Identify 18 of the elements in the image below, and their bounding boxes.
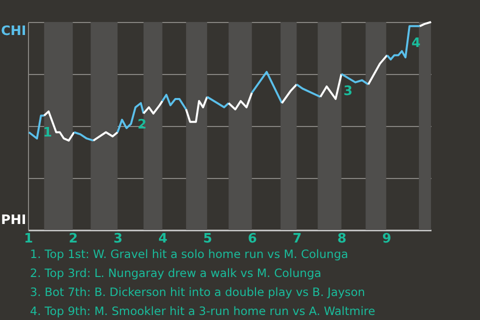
annotation: 1: [42, 126, 52, 141]
x-tick-label: 5: [203, 232, 212, 246]
annotation: 3: [343, 84, 352, 99]
text: CHI: [1, 24, 26, 39]
x-tick-label: 6: [248, 232, 257, 246]
text: 1. Top 1st: W. Gravel hit a solo home run vs M. Colunga: [30, 247, 348, 261]
text: 3. Bot 7th: B. Dickerson hit into a double play vs B. Jayson: [30, 285, 366, 299]
text: 4. Top 9th: M. Smookler hit a 3-run home run vs A. Waltmire: [30, 304, 376, 318]
x-tick-label: 2: [68, 232, 78, 246]
x-tick-label: 7: [292, 232, 302, 246]
x-tick-label: 3: [114, 232, 123, 246]
text: 2. Top 3rd: L. Nungaray drew a walk vs M. Colunga: [30, 266, 322, 280]
x-tick-label: 8: [337, 232, 346, 246]
x-tick-label: 1: [24, 232, 34, 246]
x-tick-label: 4: [158, 232, 168, 246]
annotation: 4: [412, 36, 421, 52]
text: PHI: [1, 213, 26, 228]
x-tick-label: 9: [382, 232, 392, 246]
